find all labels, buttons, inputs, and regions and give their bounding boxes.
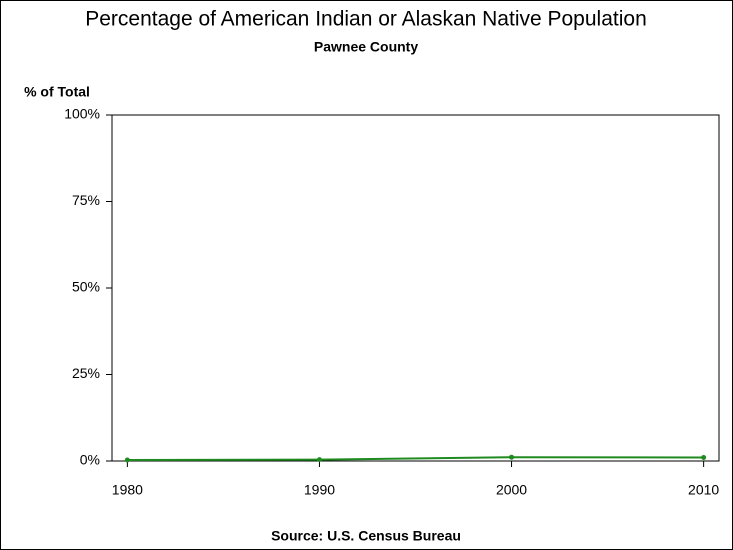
data-point xyxy=(509,454,515,460)
x-tick-label: 2010 xyxy=(688,482,719,498)
data-line xyxy=(127,456,704,461)
y-tick-label: 50% xyxy=(72,279,100,295)
y-tick-label: 100% xyxy=(64,106,100,122)
y-tick-label: 75% xyxy=(72,192,100,208)
data-point xyxy=(124,457,130,463)
data-point xyxy=(701,455,707,461)
source-note: Source: U.S. Census Bureau xyxy=(271,528,461,544)
y-tick-label: 25% xyxy=(72,365,100,381)
x-tick-label: 1990 xyxy=(304,482,335,498)
x-tick-label: 1980 xyxy=(112,482,143,498)
y-axis-label: % of Total xyxy=(24,84,90,100)
chart-subtitle: Pawnee County xyxy=(314,39,418,55)
data-point xyxy=(316,457,322,463)
y-tick-label: 0% xyxy=(80,452,100,468)
x-tick-label: 2000 xyxy=(496,482,527,498)
chart-title: Percentage of American Indian or Alaskan… xyxy=(85,8,647,31)
